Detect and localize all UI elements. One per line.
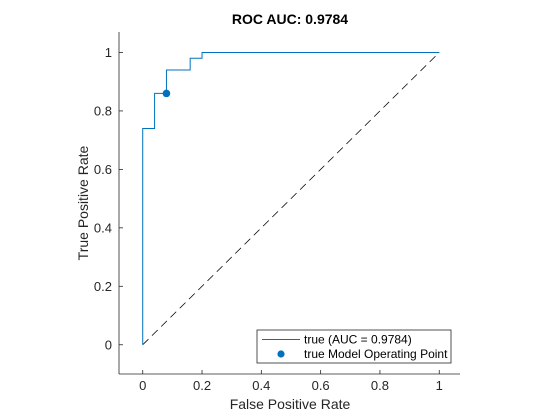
y-tick-label: 0.8 <box>94 103 112 118</box>
random-guess-line <box>142 52 440 346</box>
x-tick-label: 1 <box>436 378 443 393</box>
y-tick-label: 0 <box>105 337 112 352</box>
y-tick-label: 0.2 <box>94 279 112 294</box>
x-tick-label: 0.6 <box>312 378 330 393</box>
legend: true (AUC = 0.9784) true Model Operating… <box>256 329 452 364</box>
y-tick-label: 0.6 <box>94 162 112 177</box>
y-tick-label: 1 <box>105 45 112 60</box>
plot-area: 0 0.2 0.4 0.6 0.8 1 0 0.2 0.4 0.6 0.8 1 <box>94 32 460 393</box>
chart-title: ROC AUC: 0.9784 <box>232 11 348 27</box>
y-axis-label: True Positive Rate <box>75 145 91 260</box>
legend-entry-operating-point: true Model Operating Point <box>304 347 448 361</box>
roc-curve-line <box>142 51 440 345</box>
x-tick-label: 0.8 <box>371 378 389 393</box>
legend-entry-roc-curve: true (AUC = 0.9784) <box>304 333 412 347</box>
x-tick-label: 0 <box>139 378 146 393</box>
operating-point-marker <box>162 89 171 98</box>
legend-box <box>256 329 452 364</box>
x-tick-label: 0.2 <box>193 378 211 393</box>
x-tick-label: 0.4 <box>252 378 270 393</box>
legend-marker-sample <box>277 350 285 358</box>
y-tick-label: 0.4 <box>94 220 112 235</box>
x-axis-label: False Positive Rate <box>230 396 351 412</box>
